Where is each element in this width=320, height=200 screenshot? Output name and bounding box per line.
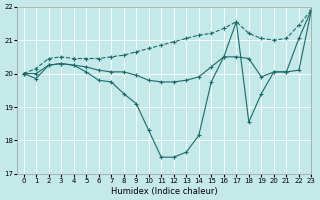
X-axis label: Humidex (Indice chaleur): Humidex (Indice chaleur)	[111, 187, 218, 196]
